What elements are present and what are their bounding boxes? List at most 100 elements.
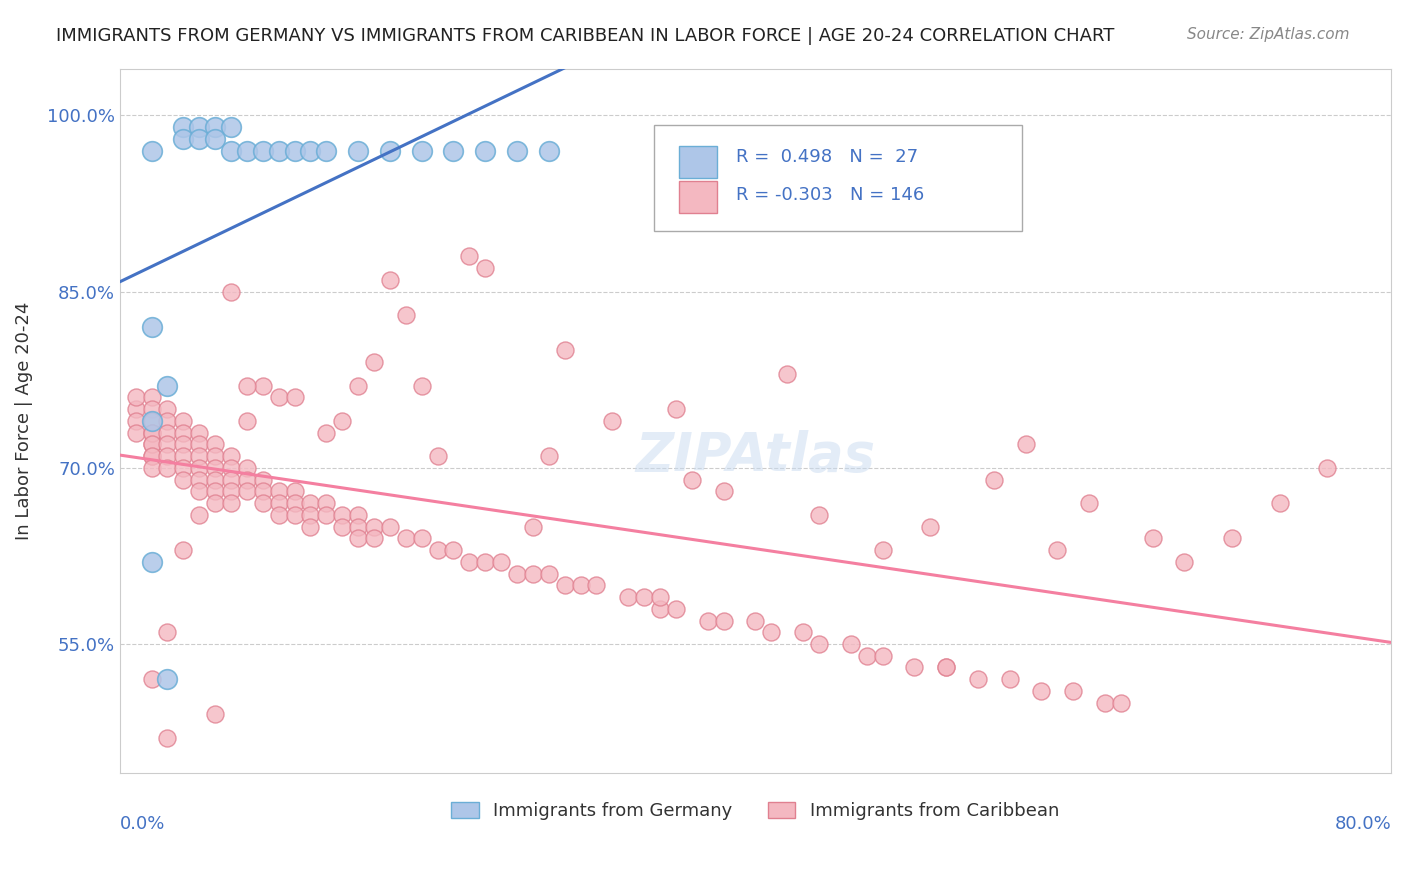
Point <box>506 566 529 581</box>
Point <box>141 449 163 463</box>
Point <box>141 402 163 417</box>
Point <box>411 378 433 392</box>
Point <box>188 460 211 475</box>
Point <box>172 460 194 475</box>
Point <box>665 601 688 615</box>
Point <box>252 496 274 510</box>
Point <box>443 543 465 558</box>
Point <box>1173 555 1195 569</box>
Point <box>141 425 163 440</box>
Point <box>188 473 211 487</box>
Point <box>347 531 370 545</box>
Point <box>633 590 655 604</box>
Point <box>188 120 211 135</box>
Point <box>617 590 640 604</box>
Point <box>267 390 290 404</box>
Text: 80.0%: 80.0% <box>1334 815 1391 833</box>
Point <box>124 425 146 440</box>
Point <box>744 614 766 628</box>
Point <box>983 473 1005 487</box>
Point <box>219 144 242 158</box>
Point <box>141 437 163 451</box>
Point <box>172 120 194 135</box>
Point <box>188 425 211 440</box>
Point <box>156 449 179 463</box>
Point <box>347 508 370 522</box>
Point <box>378 273 401 287</box>
Point <box>522 566 544 581</box>
Y-axis label: In Labor Force | Age 20-24: In Labor Force | Age 20-24 <box>15 301 32 540</box>
Point <box>411 144 433 158</box>
Point <box>219 120 242 135</box>
Point <box>474 261 496 276</box>
Point <box>681 473 703 487</box>
Text: Source: ZipAtlas.com: Source: ZipAtlas.com <box>1187 27 1350 42</box>
Point <box>395 308 418 322</box>
Point <box>522 519 544 533</box>
Point <box>458 555 481 569</box>
Point <box>903 660 925 674</box>
Point <box>363 355 385 369</box>
Point <box>156 437 179 451</box>
Point <box>188 132 211 146</box>
Point <box>378 519 401 533</box>
Point <box>236 378 259 392</box>
Point <box>807 508 830 522</box>
Point <box>156 378 179 392</box>
Point <box>807 637 830 651</box>
Point <box>1109 696 1132 710</box>
Point <box>330 508 353 522</box>
Point <box>426 543 449 558</box>
Point <box>315 496 337 510</box>
Point <box>156 425 179 440</box>
Point <box>204 437 226 451</box>
Point <box>458 249 481 263</box>
Text: IMMIGRANTS FROM GERMANY VS IMMIGRANTS FROM CARIBBEAN IN LABOR FORCE | AGE 20-24 : IMMIGRANTS FROM GERMANY VS IMMIGRANTS FR… <box>56 27 1115 45</box>
Point <box>1142 531 1164 545</box>
Point <box>363 519 385 533</box>
Point <box>141 390 163 404</box>
Bar <box>679 146 717 178</box>
Bar <box>679 181 717 213</box>
Point <box>665 402 688 417</box>
Point <box>585 578 607 592</box>
Point <box>1031 684 1053 698</box>
Point <box>1046 543 1069 558</box>
Point <box>141 449 163 463</box>
Point <box>966 672 988 686</box>
Point <box>998 672 1021 686</box>
Point <box>872 543 894 558</box>
Point <box>299 508 322 522</box>
Point <box>474 144 496 158</box>
Point <box>156 625 179 640</box>
Point <box>1220 531 1243 545</box>
Point <box>283 496 305 510</box>
Point <box>188 437 211 451</box>
Point <box>776 367 799 381</box>
Point <box>602 414 624 428</box>
Point <box>156 402 179 417</box>
Point <box>236 144 259 158</box>
Point <box>347 378 370 392</box>
Point <box>141 319 163 334</box>
Point <box>219 285 242 299</box>
Point <box>172 132 194 146</box>
Point <box>1268 496 1291 510</box>
Point <box>141 460 163 475</box>
Point <box>172 437 194 451</box>
Point <box>188 449 211 463</box>
Text: R =  0.498   N =  27: R = 0.498 N = 27 <box>737 147 918 166</box>
Point <box>299 144 322 158</box>
Point <box>156 460 179 475</box>
Text: ZIPAtlas: ZIPAtlas <box>636 430 876 482</box>
Point <box>1062 684 1084 698</box>
Point <box>474 555 496 569</box>
Point <box>204 707 226 722</box>
Point <box>347 144 370 158</box>
Point <box>395 531 418 545</box>
Point <box>648 601 671 615</box>
FancyBboxPatch shape <box>654 125 1022 231</box>
Point <box>124 414 146 428</box>
Point <box>363 531 385 545</box>
Text: R = -0.303   N = 146: R = -0.303 N = 146 <box>737 186 925 204</box>
